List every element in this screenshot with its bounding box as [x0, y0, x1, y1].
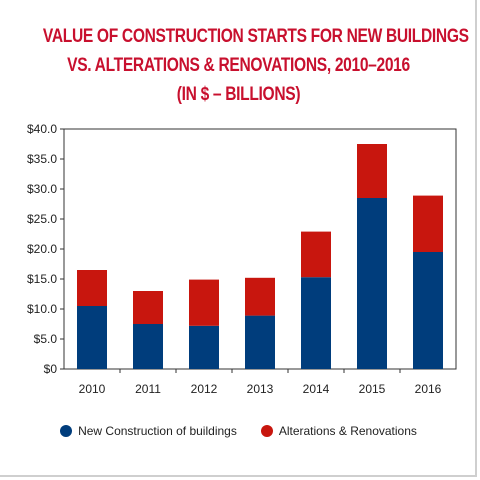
chart-title-line-2: VS. ALTERATIONS & RENOVATIONS, 2010–2016 [67, 55, 410, 76]
x-tick-label-2014: 2014 [303, 382, 330, 396]
y-tick-label-6: $30.0 [27, 182, 57, 196]
y-tick-label-7: $35.0 [27, 152, 57, 166]
bar-2013-series-0 [245, 315, 275, 369]
chart-title-line-3: (IN $ – BILLIONS) [176, 84, 301, 105]
legend-item-new-construction: New Construction of buildings [60, 424, 237, 438]
x-tick-label-2015: 2015 [359, 382, 386, 396]
y-tick-label-1: $5.0 [34, 332, 58, 346]
bar-2015-series-1 [357, 144, 387, 198]
legend-label-new-construction: New Construction of buildings [78, 424, 237, 438]
x-tick-label-2012: 2012 [191, 382, 218, 396]
legend-swatch-alterations [260, 425, 273, 437]
x-tick-label-2016: 2016 [415, 382, 442, 396]
bar-2013-series-1 [245, 277, 275, 316]
bar-2014-series-1 [301, 231, 331, 278]
chart-title: VALUE OF CONSTRUCTION STARTS FOR NEW BUI… [42, 22, 469, 109]
legend-item-alterations: Alterations & Renovations [260, 424, 417, 438]
bar-2011-series-0 [133, 324, 163, 369]
bar-2012-series-0 [189, 325, 219, 369]
bar-2010-series-0 [77, 306, 107, 369]
bar-2010-series-1 [77, 270, 107, 306]
chart-legend: New Construction of buildings Alteration… [0, 424, 477, 438]
x-tick-label-2013: 2013 [247, 382, 274, 396]
legend-swatch-new-construction [60, 425, 73, 437]
bar-2011-series-1 [133, 291, 163, 324]
bar-2016-series-1 [413, 195, 443, 252]
bar-2012-series-1 [189, 279, 219, 326]
chart-title-line-1: VALUE OF CONSTRUCTION STARTS FOR NEW BUI… [42, 26, 469, 47]
bar-2015-series-0 [357, 198, 387, 369]
bar-2014-series-0 [301, 277, 331, 369]
legend-label-alterations: Alterations & Renovations [278, 424, 417, 438]
y-tick-label-4: $20.0 [27, 242, 57, 256]
y-tick-label-8: $40.0 [27, 122, 57, 136]
y-tick-label-3: $15.0 [27, 272, 57, 286]
y-tick-label-2: $10.0 [27, 302, 57, 316]
x-tick-label-2011: 2011 [135, 382, 161, 396]
stacked-bar-chart: $0 $5.0 $10.0 $15.0 $20.0 $25.0 $30.0 $35.0 $40.… [27, 122, 457, 396]
y-tick-label-0: $0 [44, 362, 58, 376]
y-tick-label-5: $25.0 [27, 212, 57, 226]
x-tick-label-2010: 2010 [79, 382, 106, 396]
bar-2016-series-0 [413, 252, 443, 369]
